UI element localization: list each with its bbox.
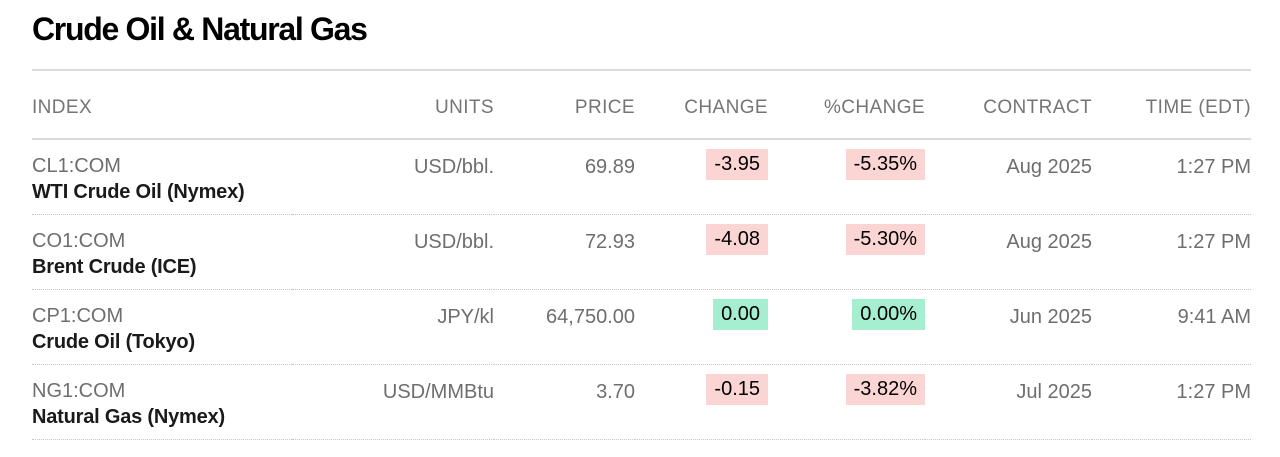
contract-cell: Jul 2025: [925, 364, 1092, 440]
time-cell: 9:41 AM: [1092, 289, 1251, 365]
change-badge: -0.15: [706, 373, 768, 405]
units-cell: JPY/kl: [292, 289, 494, 365]
change-cell: -3.95: [635, 139, 768, 215]
pct-change-badge: -3.82%: [845, 373, 925, 405]
pct-change-badge: -5.30%: [845, 223, 925, 255]
price-cell: 3.70: [494, 364, 635, 440]
ticker-link[interactable]: NG1:COM: [32, 379, 126, 402]
change-cell: -4.08: [635, 214, 768, 290]
ticker-link[interactable]: CL1:COM: [32, 155, 121, 177]
contract-cell: Aug 2025: [925, 139, 1092, 215]
time-cell: 1:27 PM: [1092, 139, 1251, 215]
pct-change-cell: 0.00%: [768, 289, 925, 365]
pct-change-cell: -5.35%: [768, 139, 925, 215]
column-header-units: UNITS: [292, 71, 494, 140]
index-cell: CP1:COM Crude Oil (Tokyo): [32, 289, 292, 365]
change-cell: 0.00: [635, 289, 768, 365]
column-header-time: TIME (EDT): [1092, 71, 1251, 140]
price-cell: 64,750.00: [494, 289, 635, 365]
change-badge: -4.08: [706, 223, 768, 255]
ticker-link[interactable]: CO1:COM: [32, 229, 126, 252]
title-divider: [32, 69, 1251, 71]
index-cell: CO1:COM Brent Crude (ICE): [32, 214, 292, 290]
page-title: Crude Oil & Natural Gas: [32, 11, 368, 47]
time-cell: 1:27 PM: [1092, 364, 1251, 440]
column-header-contract: CONTRACT: [925, 71, 1092, 140]
contract-cell: Jun 2025: [925, 289, 1092, 365]
pct-change-cell: -3.82%: [768, 364, 925, 440]
commodities-table: INDEX UNITS PRICE CHANGE %CHANGE CONTRAC…: [32, 71, 1251, 440]
table-row: CP1:COM Crude Oil (Tokyo) JPY/kl 64,750.…: [32, 289, 1251, 365]
table-row: CO1:COM Brent Crude (ICE) USD/bbl. 72.93…: [32, 214, 1251, 290]
contract-cell: Aug 2025: [925, 214, 1092, 290]
column-header-pct-change: %CHANGE: [768, 71, 925, 140]
price-cell: 69.89: [494, 139, 635, 215]
security-name[interactable]: Brent Crude (ICE): [32, 255, 197, 278]
index-cell: CL1:COM WTI Crude Oil (Nymex): [32, 139, 292, 215]
pct-change-badge: -5.35%: [845, 149, 925, 180]
units-cell: USD/MMBtu: [292, 364, 494, 440]
change-badge: 0.00: [713, 298, 768, 330]
index-cell: NG1:COM Natural Gas (Nymex): [32, 364, 292, 440]
change-cell: -0.15: [635, 364, 768, 440]
commodities-section: Crude Oil & Natural Gas INDEX UNITS PRIC…: [32, 11, 1251, 440]
units-cell: USD/bbl.: [292, 139, 494, 215]
units-cell: USD/bbl.: [292, 214, 494, 290]
security-name[interactable]: Natural Gas (Nymex): [32, 405, 225, 428]
price-cell: 72.93: [494, 214, 635, 290]
table-header: INDEX UNITS PRICE CHANGE %CHANGE CONTRAC…: [32, 71, 1251, 140]
ticker-link[interactable]: CP1:COM: [32, 304, 124, 327]
column-header-price: PRICE: [494, 71, 635, 140]
column-header-change: CHANGE: [635, 71, 768, 140]
change-badge: -3.95: [706, 149, 768, 180]
table-row: CL1:COM WTI Crude Oil (Nymex) USD/bbl. 6…: [32, 139, 1251, 215]
table-row: NG1:COM Natural Gas (Nymex) USD/MMBtu 3.…: [32, 364, 1251, 440]
column-header-index: INDEX: [32, 71, 292, 140]
security-name[interactable]: WTI Crude Oil (Nymex): [32, 181, 245, 203]
time-cell: 1:27 PM: [1092, 214, 1251, 290]
security-name[interactable]: Crude Oil (Tokyo): [32, 330, 195, 353]
pct-change-badge: 0.00%: [852, 298, 925, 330]
pct-change-cell: -5.30%: [768, 214, 925, 290]
